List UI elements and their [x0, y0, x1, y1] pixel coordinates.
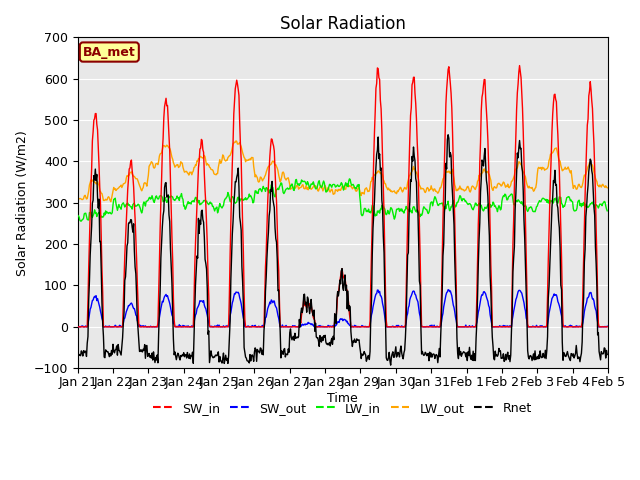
SW_in	[406, 112, 414, 118]
LW_in	[424, 209, 431, 215]
Rnet	[138, 348, 145, 354]
LW_in	[74, 212, 81, 218]
Rnet	[444, 132, 452, 138]
Line: LW_in: LW_in	[77, 179, 607, 221]
SW_out	[444, 287, 452, 293]
LW_out	[107, 199, 115, 204]
LW_in	[346, 176, 353, 182]
Line: LW_out: LW_out	[77, 141, 607, 202]
SW_out	[423, 324, 431, 329]
SW_out	[139, 324, 147, 329]
SW_in	[516, 63, 524, 69]
Rnet	[74, 350, 81, 356]
Y-axis label: Solar Radiation (W/m2): Solar Radiation (W/m2)	[15, 130, 28, 276]
SW_in	[604, 324, 611, 330]
SW_out	[220, 324, 228, 330]
LW_out	[139, 186, 147, 192]
Rnet	[83, 340, 91, 346]
Text: BA_met: BA_met	[83, 46, 136, 59]
SW_in	[220, 324, 227, 330]
LW_out	[74, 196, 81, 202]
Legend: SW_in, SW_out, LW_in, LW_out, Rnet: SW_in, SW_out, LW_in, LW_out, Rnet	[148, 397, 537, 420]
Rnet	[423, 353, 431, 359]
Line: Rnet: Rnet	[77, 135, 607, 365]
LW_in	[604, 208, 611, 214]
Rnet	[408, 179, 415, 184]
Rnet	[191, 282, 199, 288]
SW_out	[193, 311, 200, 316]
SW_out	[84, 321, 92, 327]
LW_in	[84, 217, 92, 223]
SW_in	[74, 324, 81, 330]
X-axis label: Time: Time	[328, 392, 358, 405]
SW_in	[83, 324, 91, 330]
LW_out	[408, 168, 416, 174]
SW_in	[422, 324, 430, 330]
SW_out	[408, 293, 415, 299]
LW_out	[424, 185, 431, 191]
SW_out	[74, 324, 81, 329]
Rnet	[220, 350, 227, 356]
LW_out	[83, 196, 91, 202]
LW_out	[193, 163, 200, 168]
SW_in	[138, 324, 145, 330]
Rnet	[604, 352, 611, 358]
LW_in	[77, 218, 84, 224]
Rnet	[387, 362, 394, 368]
LW_in	[220, 198, 228, 204]
LW_in	[408, 210, 416, 216]
LW_in	[193, 195, 200, 201]
Line: SW_in: SW_in	[77, 66, 607, 327]
LW_out	[232, 138, 240, 144]
LW_out	[220, 156, 228, 162]
SW_out	[74, 324, 82, 330]
SW_in	[191, 240, 199, 246]
LW_out	[604, 185, 611, 191]
SW_out	[604, 324, 611, 329]
Title: Solar Radiation: Solar Radiation	[280, 15, 406, 33]
Line: SW_out: SW_out	[77, 290, 607, 327]
LW_in	[139, 207, 147, 213]
